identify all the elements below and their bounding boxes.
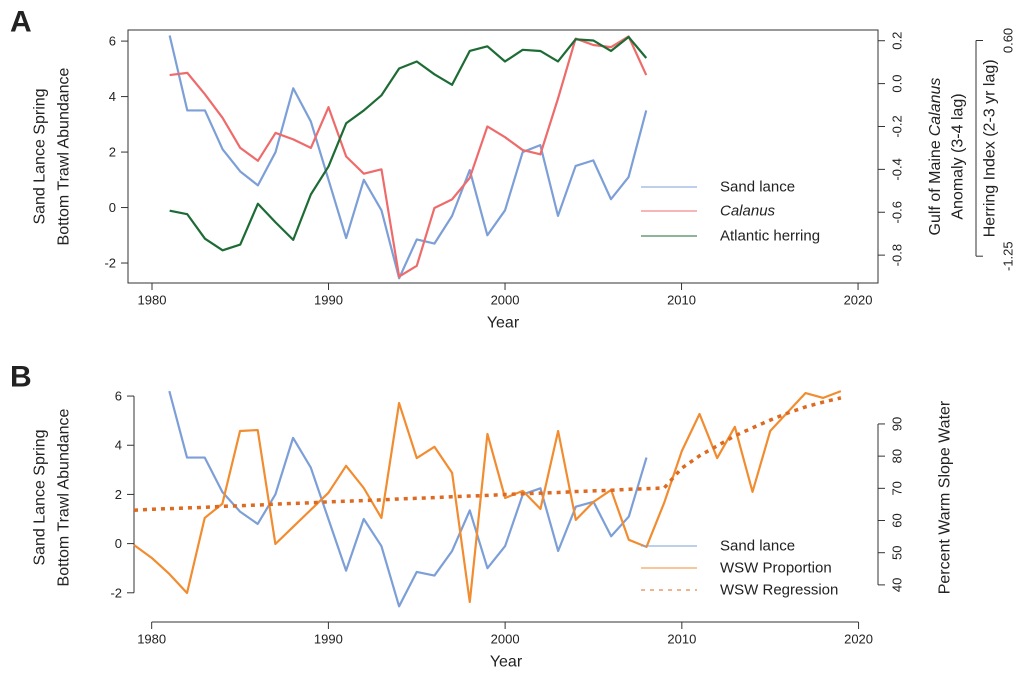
y-tick-label: 6 bbox=[109, 34, 116, 49]
y2-tick-label: -0.8 bbox=[890, 244, 905, 266]
y3-tick-label: 0.60 bbox=[1001, 28, 1016, 53]
y2-tick-label: 40 bbox=[890, 578, 905, 592]
y-axis-label: Sand Lance Spring bbox=[32, 429, 49, 565]
legend-label: WSW Regression bbox=[720, 582, 838, 599]
y2-tick-label: 70 bbox=[890, 481, 905, 495]
legend-label: Sand lance bbox=[720, 538, 795, 555]
y2-tick-label: 0.0 bbox=[890, 75, 905, 93]
x-tick-label: 1980 bbox=[137, 632, 166, 647]
y-tick-label: 4 bbox=[115, 438, 122, 453]
x-tick-label: 1990 bbox=[314, 632, 343, 647]
y-tick-label: 2 bbox=[115, 487, 122, 502]
y-tick-label: -2 bbox=[110, 585, 122, 600]
legend-label: Sand lance bbox=[720, 179, 795, 196]
y-tick-label: 0 bbox=[115, 536, 122, 551]
y-axis-label: Sand Lance Spring bbox=[32, 88, 49, 224]
x-tick-label: 1990 bbox=[314, 293, 343, 308]
y2-tick-label: -0.2 bbox=[890, 115, 905, 137]
y-tick-label: 6 bbox=[115, 389, 122, 404]
y2-tick-label: 0.2 bbox=[890, 32, 905, 50]
series-line bbox=[169, 35, 648, 252]
panel-label: A bbox=[10, 6, 32, 39]
x-tick-label: 2000 bbox=[491, 293, 520, 308]
y2-tick-label: 50 bbox=[890, 545, 905, 559]
y2-tick-label: -0.4 bbox=[890, 158, 905, 180]
x-tick-label: 2010 bbox=[667, 293, 696, 308]
y-tick-label: 2 bbox=[109, 145, 116, 160]
y-tick-label: -2 bbox=[104, 256, 116, 271]
y3-axis-label: Herring Index (2-3 yr lag) bbox=[982, 59, 999, 237]
y2-axis-label: Percent Warm Slope Water bbox=[937, 400, 954, 594]
x-tick-label: 2020 bbox=[844, 293, 873, 308]
panel-label: B bbox=[10, 361, 32, 394]
x-tick-label: 2020 bbox=[844, 632, 873, 647]
y2-tick-label: 80 bbox=[890, 449, 905, 463]
legend-label: Calanus bbox=[720, 203, 776, 220]
y3-tick-label: -1.25 bbox=[1001, 241, 1016, 271]
y-tick-label: 0 bbox=[109, 200, 116, 215]
y2-label-part: Gulf of Maine bbox=[927, 140, 944, 235]
y2-axis-label: Anomaly (3-4 lag) bbox=[950, 93, 967, 219]
y-tick-label: 4 bbox=[109, 89, 116, 104]
legend-label: WSW Proportion bbox=[720, 560, 832, 577]
x-axis-label: Year bbox=[490, 654, 523, 671]
y2-tick-label: 90 bbox=[890, 417, 905, 431]
y2-axis-label: Gulf of Maine Calanus bbox=[927, 78, 944, 236]
y-axis-label: Bottom Trawl Abundance bbox=[56, 408, 73, 586]
x-tick-label: 2000 bbox=[491, 632, 520, 647]
x-axis-label: Year bbox=[487, 315, 520, 332]
y2-label-part: Calanus bbox=[927, 78, 944, 137]
x-tick-label: 2010 bbox=[667, 632, 696, 647]
series-line bbox=[133, 390, 842, 604]
series-line bbox=[133, 396, 842, 512]
legend-label: Atlantic herring bbox=[720, 228, 820, 245]
y2-tick-label: 60 bbox=[890, 513, 905, 527]
y2-tick-label: -0.6 bbox=[890, 201, 905, 223]
series-line bbox=[168, 35, 648, 280]
series-line bbox=[168, 390, 648, 608]
series-line bbox=[169, 35, 648, 278]
x-tick-label: 1980 bbox=[138, 293, 167, 308]
y-axis-label: Bottom Trawl Abundance bbox=[56, 67, 73, 245]
